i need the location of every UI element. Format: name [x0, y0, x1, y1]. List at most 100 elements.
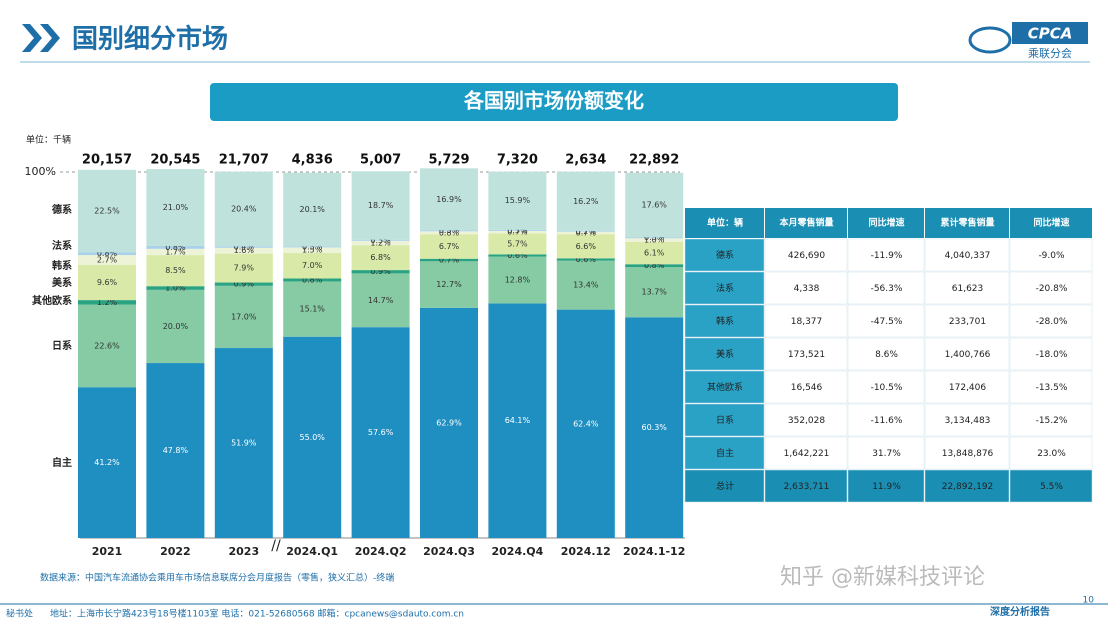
x-tick-label: 2024.Q3	[423, 545, 475, 558]
bar-segment	[214, 171, 273, 247]
data-label: 57.6%	[368, 428, 394, 437]
data-label: 0.6%	[507, 251, 528, 260]
bar-segment	[283, 278, 342, 282]
logo-text: CPCA	[1028, 25, 1073, 43]
data-label: 20.4%	[231, 204, 257, 213]
table-text: -13.5%	[1036, 383, 1068, 393]
table-cell	[684, 370, 765, 404]
bar-segment	[625, 264, 684, 268]
bar-segment	[146, 248, 205, 256]
table-text: 426,690	[788, 251, 825, 261]
table-cell	[1009, 304, 1093, 338]
data-label: 16.2%	[573, 197, 599, 206]
data-label: 55.0%	[299, 433, 325, 442]
data-label: 7.0%	[302, 261, 323, 270]
data-label: 20.1%	[299, 205, 325, 214]
table-cell	[1009, 271, 1093, 305]
data-label: 1.5%	[302, 246, 323, 255]
bar-segment	[556, 309, 615, 538]
table-cell	[764, 403, 848, 437]
data-label: 64.1%	[505, 416, 531, 425]
footer-contact: 地址：上海市长宁路423号18号楼1103室 电话：021-52680568 邮…	[50, 608, 464, 620]
bar-segment	[78, 255, 136, 265]
table-cell	[1009, 238, 1093, 272]
table-cell	[764, 304, 848, 338]
total-label: 20,545	[150, 153, 200, 168]
data-label: 0.8%	[439, 228, 460, 237]
table-cell	[924, 403, 1010, 437]
data-label: 12.8%	[505, 275, 531, 284]
x-tick-label: 2022	[160, 545, 191, 558]
total-label: 20,157	[82, 153, 132, 168]
bar-segment	[625, 241, 684, 265]
logo-box	[1012, 22, 1088, 44]
table-cell	[924, 436, 1010, 470]
table-text: 5.5%	[1040, 482, 1063, 492]
bar-segment	[146, 169, 205, 246]
header-chevrons	[22, 24, 60, 52]
data-label: 0.3%	[302, 242, 323, 251]
table-text: 22,892,192	[942, 482, 994, 492]
table-text: -11.9%	[871, 251, 903, 261]
bar-segment	[488, 256, 547, 304]
bar-segment	[283, 172, 342, 247]
bar-segment	[146, 255, 205, 287]
unit-label: 单位：千辆	[26, 134, 71, 146]
bar-segment	[214, 247, 273, 254]
table-text: 13,848,876	[942, 449, 994, 459]
bar-segment	[420, 261, 478, 308]
table-cell	[764, 436, 848, 470]
data-label: 0.9%	[370, 267, 391, 276]
table-cell	[684, 271, 765, 305]
table-cell	[924, 469, 1010, 503]
table-text: 31.7%	[872, 449, 901, 459]
bar-segment	[283, 336, 342, 538]
x-tick-label: 2024.1-12	[623, 545, 685, 558]
x-tick-label: 2024.Q4	[491, 545, 543, 558]
table-cell	[684, 469, 765, 503]
data-label: 62.4%	[573, 419, 599, 428]
data-label: 9.6%	[97, 278, 118, 287]
data-label: 0.8%	[302, 275, 323, 284]
table-cell	[847, 238, 925, 272]
bar-segment	[420, 234, 478, 259]
bar-segment	[420, 168, 478, 231]
total-label: 7,320	[497, 153, 538, 168]
bar-segment	[625, 317, 684, 538]
table-header: 同比增速	[1033, 217, 1069, 229]
bar-segment	[488, 303, 547, 538]
table-text: 4,040,337	[945, 251, 991, 261]
table-cell	[1009, 469, 1093, 503]
table-cell	[847, 469, 925, 503]
table-cell	[764, 337, 848, 371]
total-label: 2,634	[565, 153, 606, 168]
data-label: 0.3%	[370, 236, 391, 245]
data-label: 6.7%	[439, 242, 460, 251]
legend-label: 法系	[52, 239, 72, 252]
bar-segment	[420, 307, 478, 538]
y-tick-label: 100%	[25, 165, 56, 178]
table-text: 4,338	[794, 284, 820, 294]
table-text: -10.5%	[871, 383, 903, 393]
bar-segment	[146, 245, 205, 249]
legend-label: 韩系	[52, 259, 72, 272]
data-label: 21.0%	[163, 203, 189, 212]
bar-segment	[420, 231, 478, 235]
bar-segment	[78, 300, 136, 305]
bar-segment	[283, 281, 342, 337]
table-cell	[764, 271, 848, 305]
bar-segment	[214, 246, 273, 248]
bar-segment	[283, 246, 342, 248]
table-text: 11.9%	[872, 482, 901, 492]
table-text: 18,377	[791, 317, 823, 327]
table-header: 单位：辆	[707, 217, 743, 229]
data-label: 0.3%	[439, 226, 460, 235]
bar-segment	[420, 258, 478, 262]
bar-segment	[556, 171, 615, 231]
table-text: 自主	[716, 447, 734, 459]
bar-segment	[420, 230, 478, 232]
table-cell	[924, 370, 1010, 404]
table-cell	[684, 337, 765, 371]
data-label: 14.7%	[368, 296, 394, 305]
table-header-cell	[1010, 208, 1092, 238]
